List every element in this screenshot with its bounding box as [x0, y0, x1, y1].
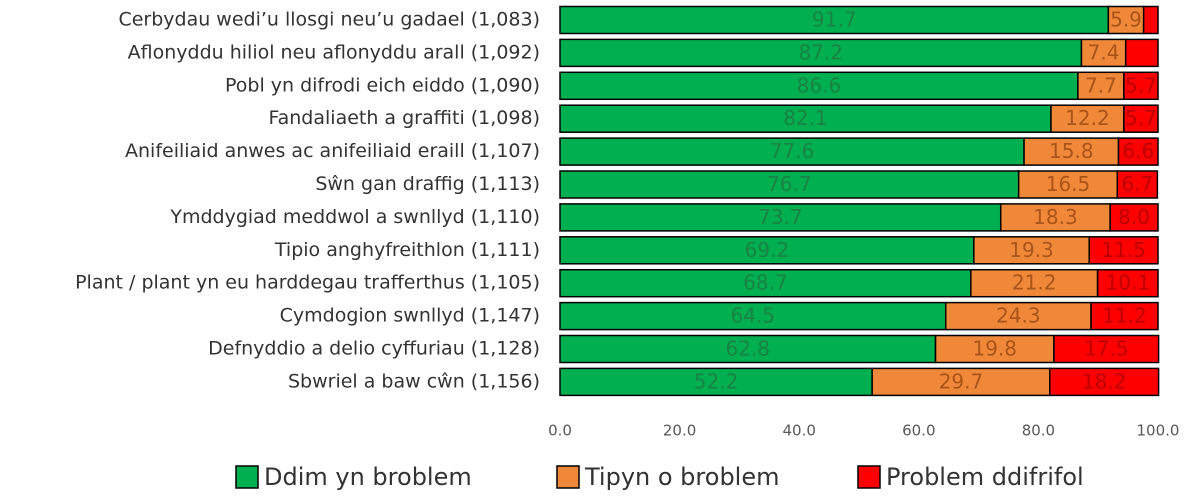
value-label: 77.6 [770, 139, 815, 163]
value-label: 19.8 [972, 337, 1017, 361]
bar-segment [1142, 5, 1159, 35]
bar-segment [559, 71, 1079, 101]
bar-segment [559, 268, 972, 298]
value-label: 6.6 [1122, 139, 1154, 163]
bar-segment [1116, 170, 1159, 199]
legend-label: Tipyn o broblem [584, 463, 779, 491]
value-label: 82.1 [783, 106, 828, 130]
x-tick-label: 0.0 [548, 422, 572, 440]
value-label: 12.2 [1065, 106, 1110, 130]
category-label: Cerbydau wedi’u llosgi neu’u gadael (1,0… [118, 9, 540, 31]
value-label: 68.7 [743, 271, 788, 295]
value-label: 29.7 [939, 369, 984, 393]
value-label: 5.9 [1110, 8, 1142, 32]
category-label: Defnyddio a delio cyffuriau (1,128) [208, 338, 540, 360]
category-label: Aflonyddu hiliol neu aflonyddu arall (1,… [128, 41, 540, 63]
legend-swatch [235, 465, 259, 489]
bar-segment [1123, 104, 1159, 133]
bar-segment [559, 38, 1083, 68]
x-tick-label: 60.0 [902, 422, 935, 440]
legend-swatch [857, 465, 881, 489]
value-label: 69.2 [745, 238, 790, 262]
value-label: 62.8 [726, 337, 771, 361]
value-label: 18.3 [1033, 205, 1078, 229]
bar-segment [1107, 5, 1145, 35]
bar-segment [559, 170, 1020, 199]
bar-segment [1088, 236, 1159, 265]
value-label: 73.7 [758, 205, 803, 229]
value-label: 21.2 [1012, 271, 1057, 295]
bar-segment [944, 301, 1092, 331]
category-label: Sŵn gan draffig (1,113) [315, 173, 540, 195]
value-label: 52.2 [694, 369, 739, 393]
bar-segment [559, 5, 1110, 35]
value-label: 5.7 [1125, 106, 1157, 130]
bar-segment [973, 236, 1090, 265]
category-label: Anifeiliaid anwes ac anifeiliaid eraill … [125, 140, 540, 162]
category-label: Sbwriel a baw cŵn (1,156) [288, 370, 540, 392]
x-tick-label: 20.0 [663, 422, 696, 440]
x-tick-label: 80.0 [1022, 422, 1055, 440]
value-label: 91.7 [812, 8, 857, 32]
value-label: 87.2 [798, 40, 843, 64]
bar-segment [1050, 104, 1125, 133]
category-label: Tipio anghyfreithlon (1,111) [274, 239, 540, 261]
bar-segment [559, 203, 1002, 232]
bar-segment [1123, 71, 1159, 101]
category-label: Ymddygiad meddwol a swnllyd (1,110) [169, 206, 540, 228]
bar-segment [1117, 137, 1159, 166]
value-label: 17.5 [1084, 337, 1129, 361]
legend-swatch [556, 465, 580, 489]
value-label: 11.2 [1102, 304, 1147, 328]
bar-segment [1053, 334, 1160, 364]
value-label: 10.1 [1106, 271, 1151, 295]
bar-segment [559, 104, 1052, 133]
value-label: 19.3 [1009, 238, 1054, 262]
legend-label: Problem ddifrifol [886, 463, 1084, 491]
bar-segment [559, 334, 937, 364]
value-label: 7.4 [1088, 40, 1120, 64]
value-label: 8.0 [1118, 205, 1150, 229]
value-label: 16.5 [1046, 172, 1091, 196]
value-label: 76.7 [767, 172, 812, 196]
value-label: 5.7 [1125, 73, 1157, 97]
legend-label: Ddim yn broblem [264, 463, 472, 491]
category-label: Pobl yn difrodi eich eiddo (1,090) [225, 74, 540, 96]
bar-segment [1023, 137, 1120, 166]
value-label: 86.6 [797, 73, 842, 97]
x-tick-label: 40.0 [782, 422, 815, 440]
bar-segment [559, 236, 975, 265]
value-label: 18.2 [1082, 369, 1127, 393]
x-tick-label: 100.0 [1137, 422, 1180, 440]
value-label: 24.3 [996, 304, 1041, 328]
bar-segment [1096, 268, 1159, 298]
value-label: 64.5 [731, 304, 776, 328]
category-label: Plant / plant yn eu harddegau trafferthu… [75, 272, 540, 294]
value-label: 11.5 [1101, 238, 1146, 262]
bar-segment [1109, 203, 1159, 232]
bar-segment [1049, 367, 1160, 397]
category-label: Fandaliaeth a graffiti (1,098) [268, 107, 540, 129]
value-label: 6.7 [1121, 172, 1153, 196]
bar-segment [1124, 38, 1159, 68]
value-label: 7.7 [1085, 73, 1117, 97]
category-label: Cymdogion swnllyd (1,147) [280, 305, 540, 327]
value-label: 15.8 [1049, 139, 1094, 163]
bar-segment [1090, 301, 1159, 331]
